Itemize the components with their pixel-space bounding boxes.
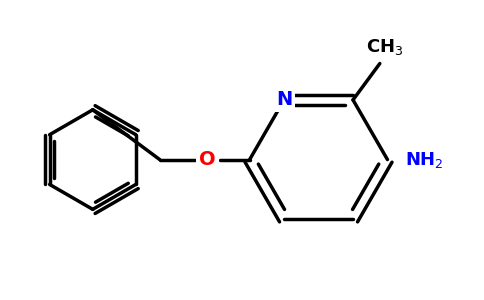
Text: CH$_3$: CH$_3$ [366, 37, 403, 57]
Text: N: N [276, 90, 292, 110]
Text: O: O [199, 150, 216, 169]
Text: NH$_2$: NH$_2$ [405, 150, 443, 169]
